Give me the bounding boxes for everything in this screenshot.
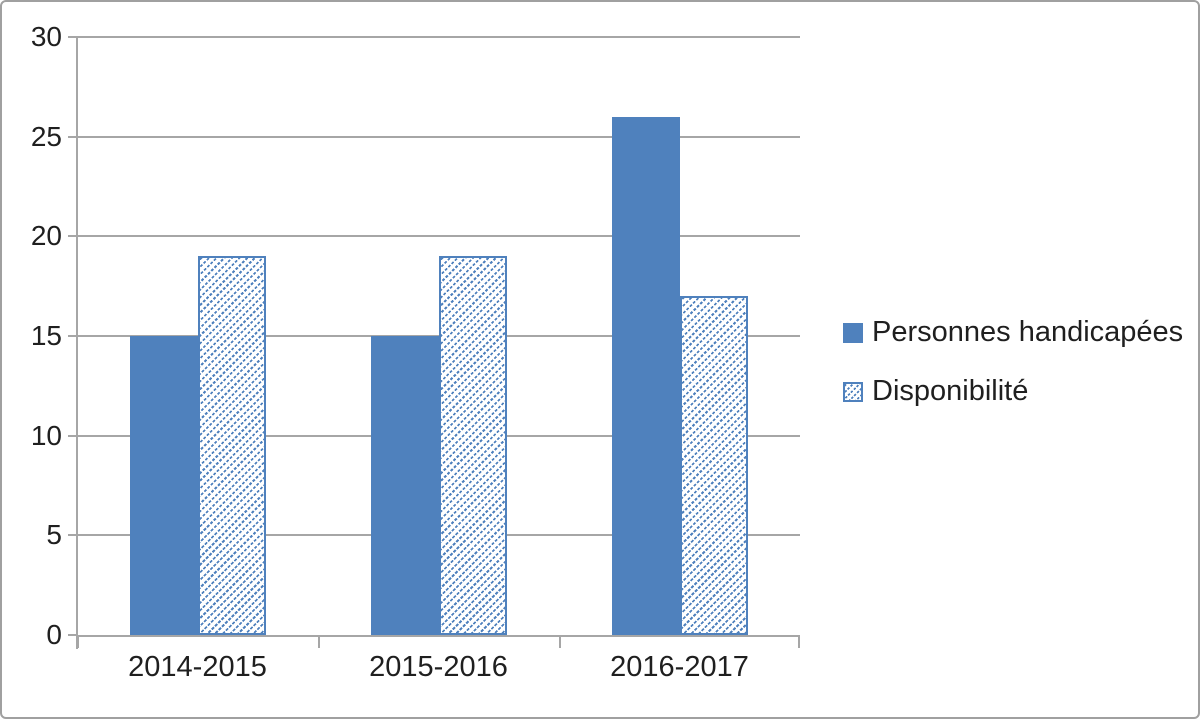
x-axis-label: 2016-2017	[610, 651, 749, 683]
y-axis-tick-label: 10	[30, 419, 62, 451]
y-axis-tick-label: 0	[46, 619, 62, 650]
legend-label-disponibilite: Disponibilité	[872, 375, 1029, 407]
bar-solid-2014-2015	[129, 336, 198, 635]
y-axis-tick	[68, 135, 77, 138]
legend-label-personnes-handicapees: Personnes handicapées	[872, 316, 1184, 348]
x-axis-label: 2014-2015	[128, 651, 267, 683]
bar-hatched-2014-2015	[197, 256, 266, 635]
legend-swatch-solid	[843, 322, 863, 343]
x-axis-tick	[798, 635, 800, 648]
y-axis-tick-label: 30	[30, 21, 62, 52]
y-axis-tick-label: 15	[30, 320, 62, 351]
x-axis-labels: 2014-2015 2015-2016 2016-2017	[77, 653, 800, 689]
y-axis-tick	[68, 534, 77, 537]
gridline	[77, 36, 800, 38]
bar-group-2015-2016	[318, 37, 559, 635]
y-axis-tick	[68, 335, 77, 337]
bar-hatched-2016-2017	[679, 296, 748, 635]
x-axis-tick	[559, 635, 561, 648]
gridline	[77, 135, 800, 138]
bar-group-2014-2015	[77, 37, 318, 635]
x-axis-tick	[77, 635, 79, 648]
gridline	[77, 235, 800, 238]
bar-solid-2016-2017	[611, 116, 680, 635]
y-axis-tick	[68, 36, 77, 38]
bar-group-2016-2017	[559, 37, 800, 635]
x-axis-tick	[318, 635, 320, 648]
y-axis-tick	[68, 634, 77, 636]
legend-item-disponibilite: Disponibilité	[843, 377, 1183, 406]
y-axis-tick-label: 25	[30, 120, 62, 152]
y-axis-labels: 0 5 10 15 20 25 30	[2, 23, 62, 649]
legend-item-personnes-handicapees: Personnes handicapées	[843, 318, 1183, 347]
bars-layer	[77, 37, 800, 635]
legend-swatch-hatched	[843, 381, 863, 402]
y-axis-tick	[68, 235, 77, 238]
y-axis-line	[76, 37, 78, 649]
legend: Personnes handicapées Disponibilité	[843, 318, 1183, 406]
plot-area	[68, 36, 800, 649]
x-axis-label: 2015-2016	[369, 651, 508, 683]
bar-hatched-2015-2016	[438, 256, 507, 635]
y-axis-tick	[68, 434, 77, 437]
bar-solid-2015-2016	[370, 336, 439, 635]
y-axis-tick-label: 20	[30, 220, 62, 252]
y-axis-tick-label: 5	[46, 519, 62, 551]
x-axis-line	[77, 635, 800, 637]
